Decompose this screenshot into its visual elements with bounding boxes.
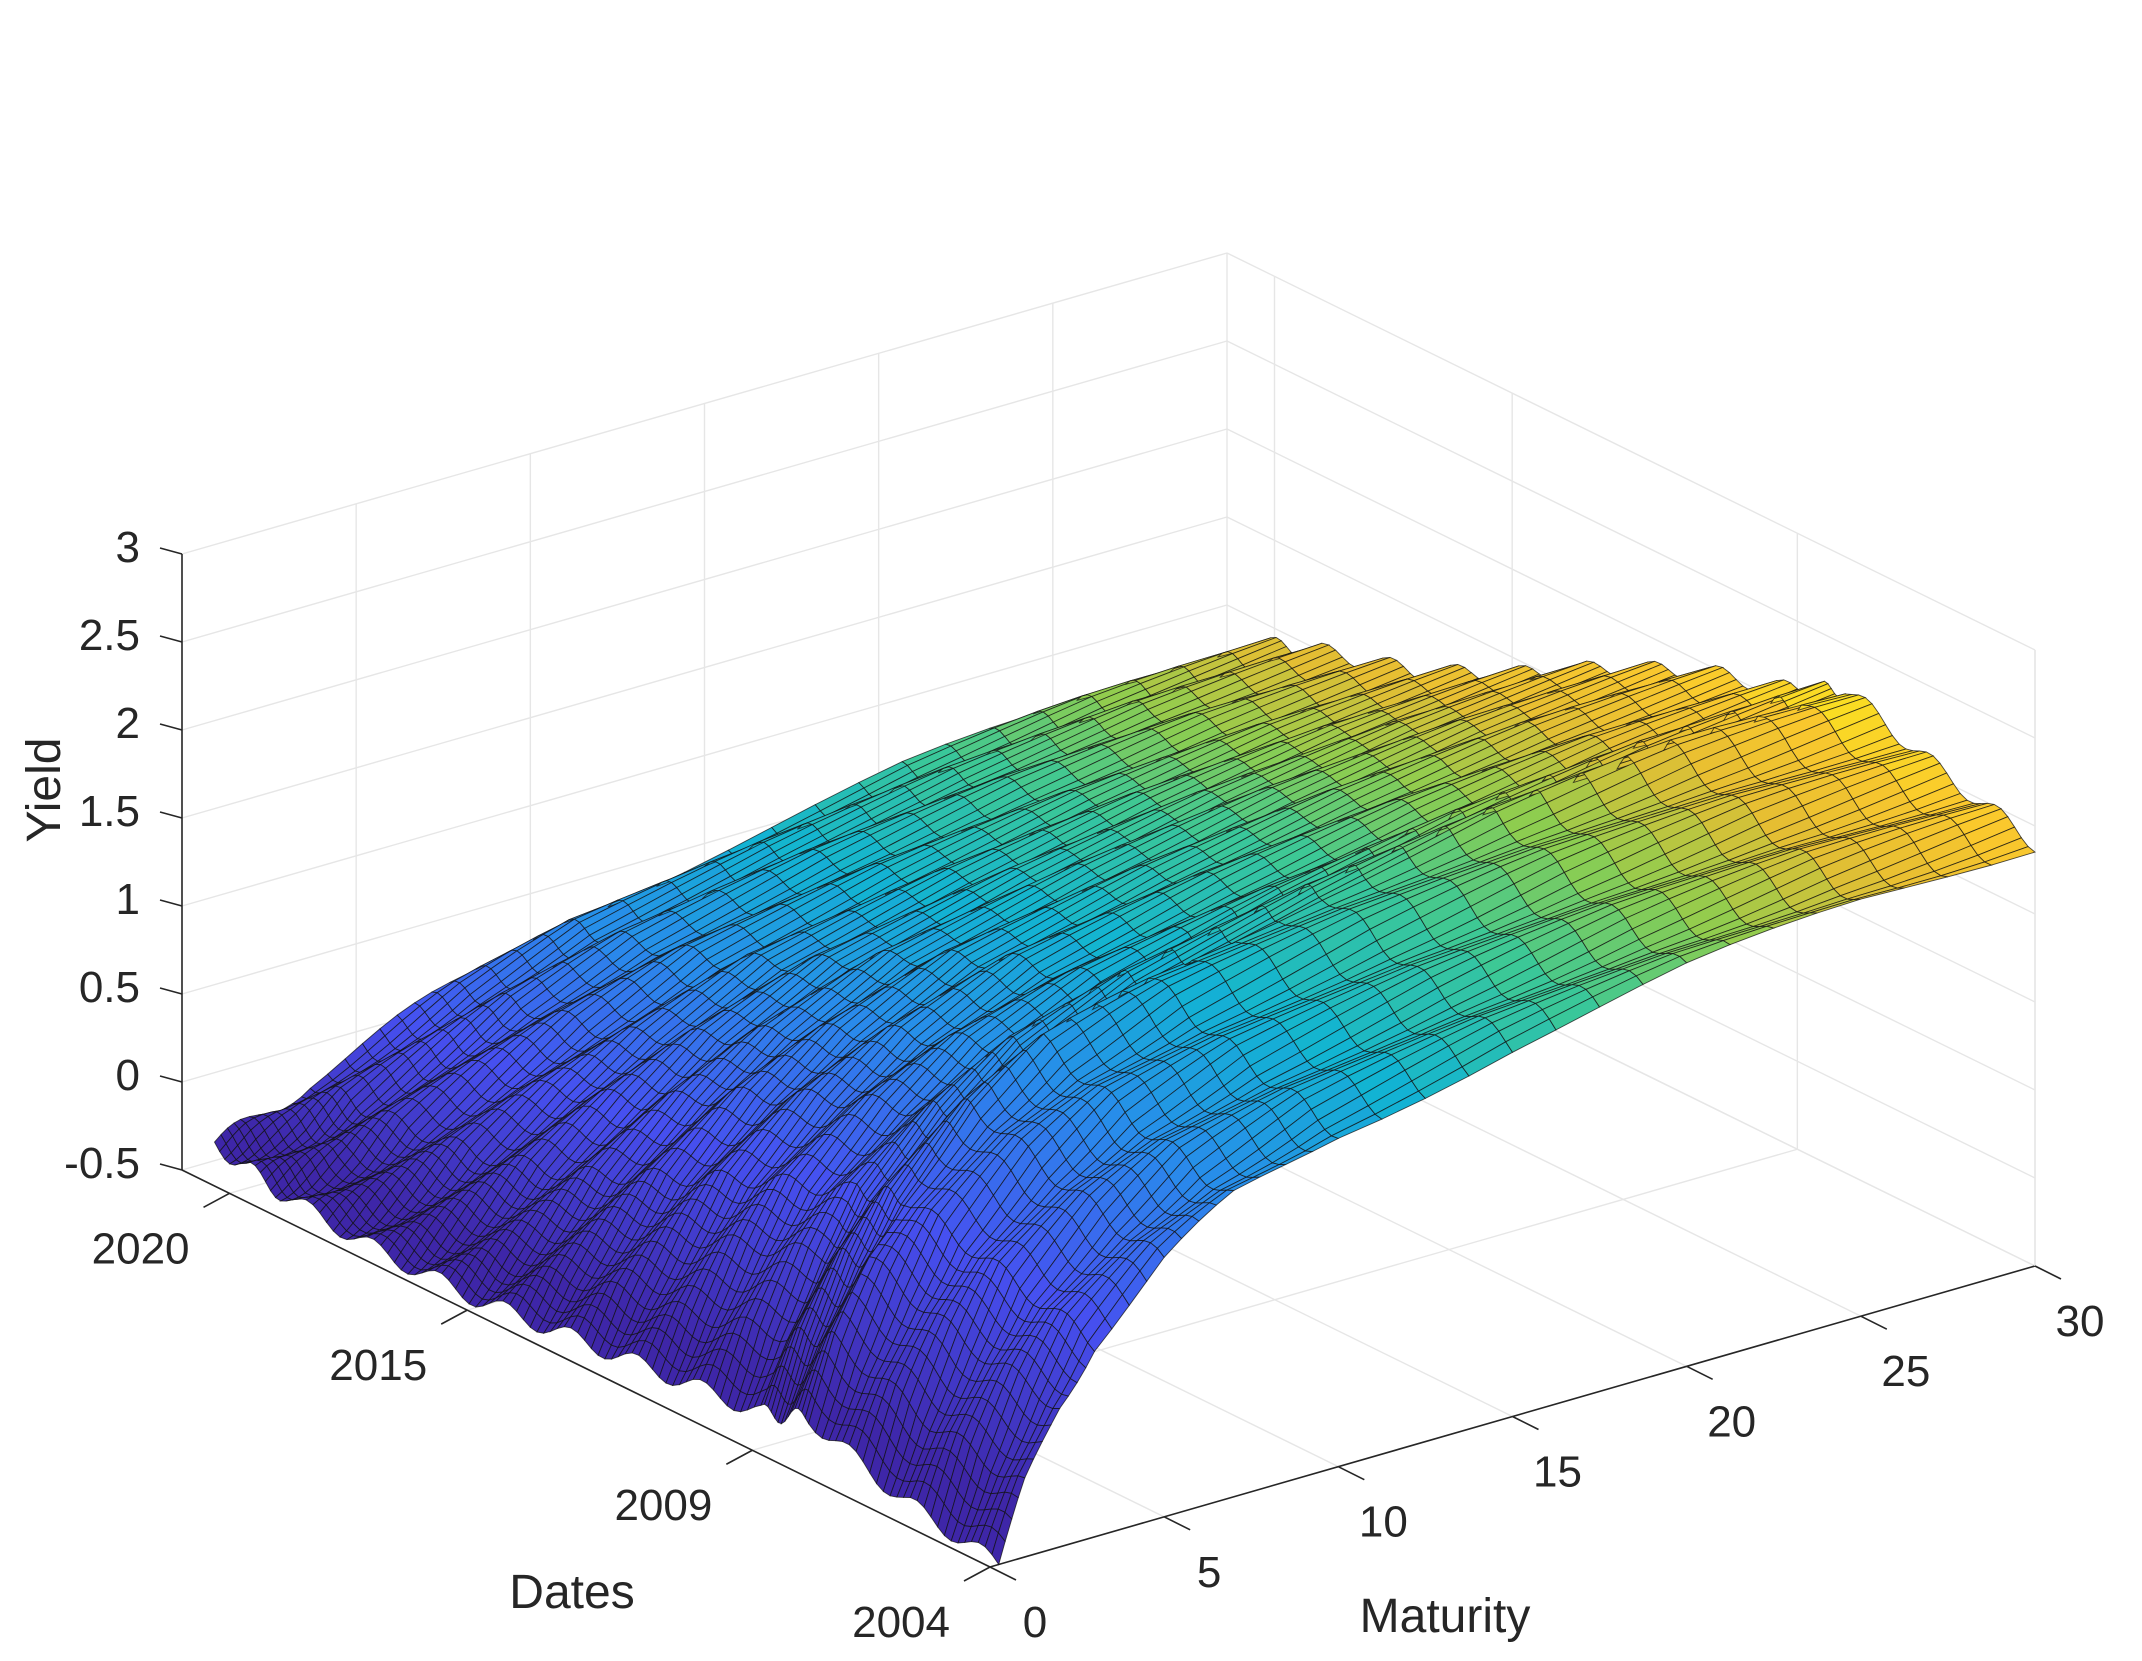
gridline-side-z [1227, 253, 2035, 650]
surface-plot [215, 638, 2036, 1565]
